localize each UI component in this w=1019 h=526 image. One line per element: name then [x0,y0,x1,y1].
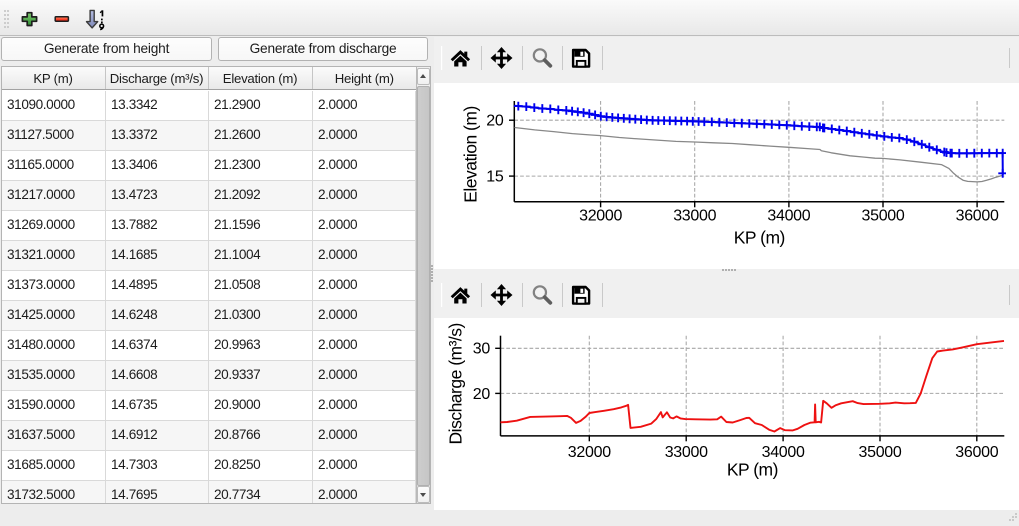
svg-text:20: 20 [473,386,491,403]
svg-text:36000: 36000 [955,444,998,461]
svg-text:33000: 33000 [673,207,716,224]
svg-text:30: 30 [473,341,491,358]
svg-text:33000: 33000 [665,444,708,461]
svg-text:34000: 34000 [767,207,810,224]
svg-text:35000: 35000 [862,207,905,224]
svg-text:Discharge (m³/s): Discharge (m³/s) [446,323,466,444]
svg-text:32000: 32000 [568,444,611,461]
svg-text:KP (m): KP (m) [734,228,785,248]
svg-text:35000: 35000 [859,444,902,461]
svg-text:Elevation (m): Elevation (m) [461,106,481,203]
svg-text:20: 20 [486,113,504,130]
svg-text:36000: 36000 [956,207,999,224]
svg-text:32000: 32000 [579,207,622,224]
svg-text:KP (m): KP (m) [727,460,778,480]
svg-text:34000: 34000 [762,444,805,461]
svg-text:15: 15 [486,169,504,186]
